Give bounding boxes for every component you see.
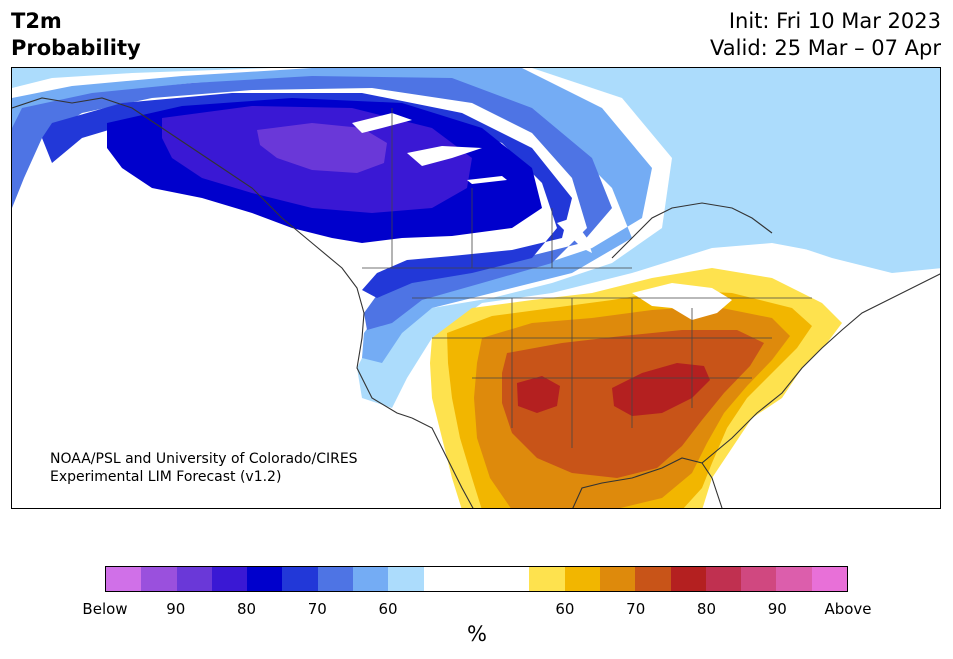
colorbar-below-segment: [247, 567, 283, 591]
region-northeast-canada: [712, 68, 940, 273]
lake-great-slave: [407, 146, 482, 166]
colorbar-above-segment: [670, 567, 706, 591]
colorbar-above-segment: [741, 567, 777, 591]
valid-range: Valid: 25 Mar – 07 Apr: [710, 36, 941, 60]
colorbar-tick-label: 60: [555, 600, 575, 618]
chart-title: T2m Probability: [11, 8, 141, 62]
probability-map: [12, 68, 940, 508]
colorbar-above-segment: [635, 567, 671, 591]
colorbar-below-segment: [141, 567, 177, 591]
colorbar-tick-label: Above: [824, 600, 872, 618]
region-blue: [12, 76, 612, 330]
credit-text: NOAA/PSL and University of Colorado/CIRE…: [50, 450, 358, 486]
colorbar-tick-label: 90: [767, 600, 787, 618]
credit-line-2: Experimental LIM Forecast (v1.2): [50, 469, 282, 485]
colorbar-below-segment: [211, 567, 248, 591]
colorbar-above-segment: [811, 567, 847, 591]
forecast-dates: Init: Fri 10 Mar 2023 Valid: 25 Mar – 07…: [710, 8, 941, 62]
lake-great-bear: [352, 113, 412, 133]
lake-athabasca: [467, 176, 507, 184]
title-line-1: T2m: [11, 9, 62, 33]
credit-line-1: NOAA/PSL and University of Colorado/CIRE…: [50, 451, 358, 467]
colorbar-tick-label: 60: [378, 600, 398, 618]
colorbar-tick-label: 90: [166, 600, 186, 618]
colorbar-tick-label: 80: [236, 600, 257, 618]
colorbar-tick-label: 80: [696, 600, 717, 618]
region-mid-blue: [12, 68, 652, 363]
colorbar-unit: %: [467, 622, 487, 646]
title-line-2: Probability: [11, 36, 141, 60]
colorbar-below-segment: [388, 567, 424, 591]
region-light-blue-north: [12, 68, 940, 408]
coastlines: [12, 97, 940, 508]
colorbar: [105, 566, 848, 592]
colorbar-above-segment: [776, 567, 812, 591]
colorbar-below-segment: [282, 567, 318, 591]
colorbar-tick-label: Below: [82, 600, 128, 618]
colorbar-below-segment: [176, 567, 212, 591]
map-panel: NOAA/PSL and University of Colorado/CIRE…: [11, 67, 941, 509]
colorbar-below-segment: [106, 567, 142, 591]
colorbar-tick-label: 70: [307, 600, 327, 618]
colorbar-above-segment: [705, 567, 742, 591]
region-violet: [257, 123, 387, 173]
great-lakes: [632, 283, 732, 320]
lake-winnipeg: [557, 218, 592, 253]
region-dark-red-southeast: [612, 363, 710, 416]
colorbar-below-segment: [352, 567, 389, 591]
colorbar-below-segment: [317, 567, 353, 591]
region-royal-blue: [42, 93, 572, 298]
political-borders: [362, 108, 812, 448]
colorbar-above-segment: [529, 567, 565, 591]
init-date: Init: Fri 10 Mar 2023: [728, 9, 941, 33]
colorbar-tick-label: 70: [626, 600, 646, 618]
colorbar-neutral-segment: [423, 567, 530, 591]
region-dark-red-south: [517, 376, 560, 413]
colorbar-above-segment: [599, 567, 636, 591]
colorbar-above-segment: [564, 567, 600, 591]
